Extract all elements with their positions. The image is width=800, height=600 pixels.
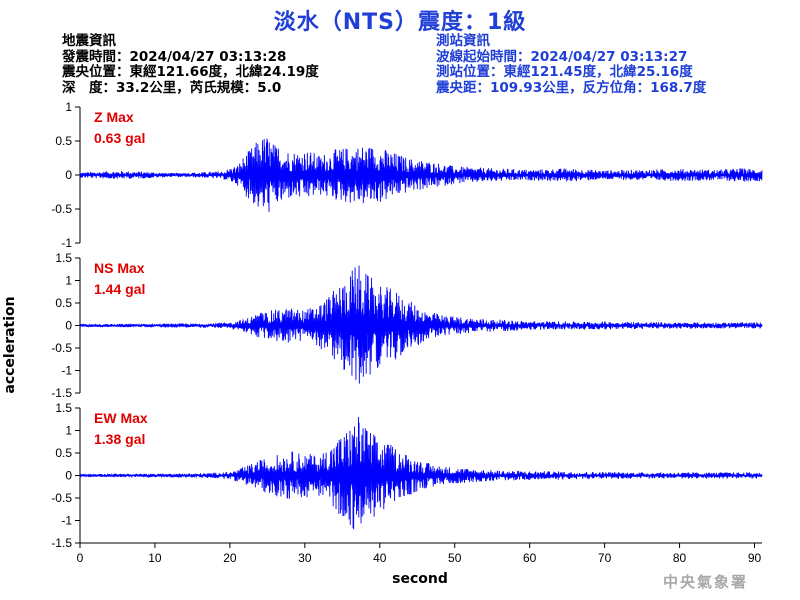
x-tick-label: 20 xyxy=(223,551,237,565)
y-tick-label-ns: 1 xyxy=(65,274,72,288)
x-tick-label: 40 xyxy=(373,551,387,565)
y-tick-label-z: -0.5 xyxy=(51,202,72,216)
waveform-trace-ns xyxy=(79,265,763,384)
max-value-ns: 1.44 gal xyxy=(94,281,145,297)
y-tick-label-z: -1 xyxy=(61,236,72,250)
x-tick-label: 30 xyxy=(298,551,312,565)
depth-magnitude-text: 深 度：33.2公里，芮氏規模：5.0 xyxy=(62,79,282,96)
max-label-z: Z Max xyxy=(94,109,134,125)
y-tick-label-ew: -1 xyxy=(61,514,72,528)
origin-time-text: 發震時間：2024/04/27 03:13:28 xyxy=(62,48,287,65)
y-tick-label-ew: -0.5 xyxy=(51,491,72,505)
station-location-text: 測站位置：東經121.45度，北緯25.16度 xyxy=(436,64,693,80)
earthquake-info-block: 地震資訊 發震時間：2024/04/27 03:13:28 震央位置：東經121… xyxy=(62,33,319,96)
y-tick-label-ns: -1.5 xyxy=(51,386,72,400)
max-value-ew: 1.38 gal xyxy=(94,431,145,447)
x-tick-label: 80 xyxy=(673,551,687,565)
chart-title: 淡水（NTS）震度：1級 xyxy=(273,10,527,35)
epicenter-text: 震央位置：東經121.66度，北緯24.19度 xyxy=(62,64,319,80)
max-label-ns: NS Max xyxy=(94,260,145,276)
x-axis-label: second xyxy=(392,571,448,587)
y-tick-label-ew: 0.5 xyxy=(55,446,72,460)
y-tick-label-ns: -1 xyxy=(61,364,72,378)
wave-start-time-text: 波線起始時間：2024/04/27 03:13:27 xyxy=(436,48,688,65)
y-axis-label: acceleration xyxy=(2,296,18,394)
agency-watermark: 中央氣象署 xyxy=(662,573,748,591)
y-tick-label-ns: 0 xyxy=(65,319,72,333)
x-tick-label: 90 xyxy=(748,551,762,565)
y-tick-label-ns: 0.5 xyxy=(55,296,72,310)
y-tick-label-ns: -0.5 xyxy=(51,341,72,355)
y-tick-label-ew: -1.5 xyxy=(51,536,72,550)
epicentral-distance-text: 震央距：109.93公里，反方位角：168.7度 xyxy=(436,79,707,96)
x-tick-label: 60 xyxy=(523,551,537,565)
x-tick-label: 0 xyxy=(77,551,84,565)
max-label-ew: EW Max xyxy=(94,410,148,426)
max-value-z: 0.63 gal xyxy=(94,130,145,146)
waveform-trace-z xyxy=(79,138,763,212)
x-tick-label: 70 xyxy=(598,551,612,565)
y-tick-label-ew: 0 xyxy=(65,469,72,483)
station-info-block: 測站資訊 波線起始時間：2024/04/27 03:13:27 測站位置：東經1… xyxy=(436,33,707,96)
y-tick-label-ew: 1.5 xyxy=(55,401,72,415)
station-info-heading: 測站資訊 xyxy=(436,33,490,49)
x-tick-label: 10 xyxy=(148,551,162,565)
y-tick-label-z: 0 xyxy=(65,168,72,182)
y-tick-label-ns: 1.5 xyxy=(55,251,72,265)
x-tick-label: 50 xyxy=(448,551,462,565)
y-tick-label-ew: 1 xyxy=(65,424,72,438)
y-tick-label-z: 0.5 xyxy=(55,134,72,148)
y-tick-label-z: 1 xyxy=(65,100,72,114)
earthquake-info-heading: 地震資訊 xyxy=(62,33,116,49)
waveform-trace-ew xyxy=(79,417,763,530)
